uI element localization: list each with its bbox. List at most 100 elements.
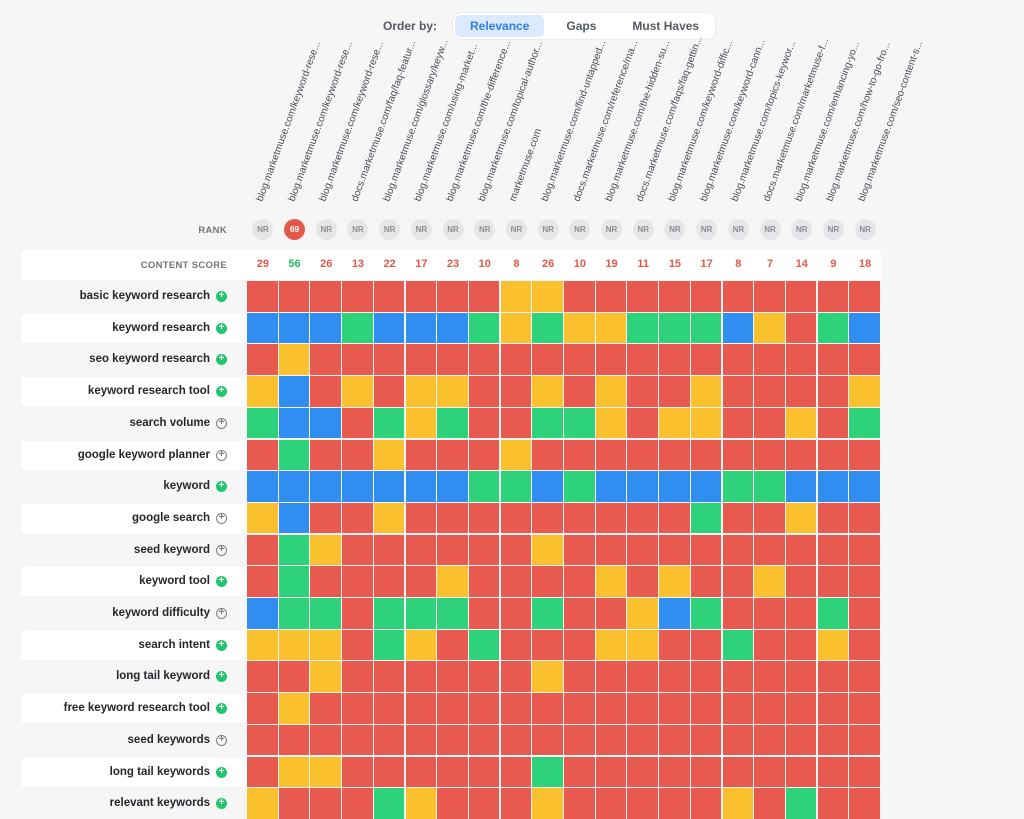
topic-coverage-cell[interactable] (532, 756, 563, 787)
topic-coverage-cell[interactable] (722, 502, 753, 534)
topic-coverage-cell[interactable] (437, 312, 468, 344)
topic-coverage-cell[interactable] (437, 407, 468, 439)
topic-coverage-cell[interactable] (342, 693, 373, 724)
topic-coverage-cell[interactable] (342, 788, 373, 819)
add-circle-outline-icon[interactable]: + (216, 449, 227, 461)
topic-coverage-cell[interactable] (373, 471, 405, 502)
topic-coverage-cell[interactable] (500, 661, 532, 692)
add-circle-outline-icon[interactable]: + (216, 734, 227, 746)
topic-coverage-cell[interactable] (532, 281, 563, 312)
topic-coverage-cell[interactable] (437, 376, 468, 407)
topic-coverage-cell[interactable] (500, 693, 532, 724)
topic-coverage-cell[interactable] (278, 407, 310, 439)
topic-coverage-cell[interactable] (849, 471, 880, 502)
topic-coverage-cell[interactable] (722, 281, 753, 312)
topic-coverage-cell[interactable] (564, 788, 595, 819)
topic-coverage-cell[interactable] (722, 566, 753, 597)
topic-coverage-cell[interactable] (500, 312, 532, 344)
topic-coverage-cell[interactable] (564, 281, 595, 312)
topic-coverage-cell[interactable] (627, 629, 658, 661)
topic-coverage-cell[interactable] (342, 566, 373, 597)
topic-coverage-cell[interactable] (468, 693, 500, 724)
topic-coverage-cell[interactable] (690, 407, 722, 439)
order-must-haves-button[interactable]: Must Haves (632, 19, 700, 33)
topic-coverage-cell[interactable] (754, 502, 785, 534)
topic-coverage-cell[interactable] (564, 471, 595, 502)
topic-coverage-cell[interactable] (817, 788, 849, 819)
topic-coverage-cell[interactable] (785, 344, 817, 375)
add-circle-filled-icon[interactable]: + (216, 576, 227, 588)
topic-coverage-cell[interactable] (564, 407, 595, 439)
topic-coverage-cell[interactable] (405, 788, 436, 819)
topic-coverage-cell[interactable] (849, 629, 880, 661)
topic-coverage-cell[interactable] (754, 439, 785, 470)
topic-coverage-cell[interactable] (500, 724, 532, 756)
topic-coverage-cell[interactable] (849, 439, 880, 470)
topic-coverage-cell[interactable] (310, 629, 341, 661)
topic-coverage-cell[interactable] (785, 312, 817, 344)
topic-coverage-cell[interactable] (310, 788, 341, 819)
topic-coverage-cell[interactable] (627, 471, 658, 502)
topic-coverage-cell[interactable] (278, 566, 310, 597)
topic-coverage-cell[interactable] (468, 598, 500, 629)
topic-coverage-cell[interactable] (468, 566, 500, 597)
topic-coverage-cell[interactable] (373, 534, 405, 566)
topic-coverage-cell[interactable] (373, 376, 405, 407)
topic-coverage-cell[interactable] (595, 502, 627, 534)
topic-coverage-cell[interactable] (817, 661, 849, 692)
topic-coverage-cell[interactable] (310, 598, 341, 629)
topic-coverage-cell[interactable] (278, 598, 310, 629)
topic-coverage-cell[interactable] (342, 598, 373, 629)
topic-coverage-cell[interactable] (532, 502, 563, 534)
topic-coverage-cell[interactable] (785, 724, 817, 756)
topic-coverage-cell[interactable] (532, 724, 563, 756)
topic-coverage-cell[interactable] (373, 502, 405, 534)
topic-coverage-cell[interactable] (722, 629, 753, 661)
topic-coverage-cell[interactable] (500, 756, 532, 787)
topic-coverage-cell[interactable] (310, 724, 341, 756)
topic-coverage-cell[interactable] (754, 724, 785, 756)
topic-coverage-cell[interactable] (468, 788, 500, 819)
topic-coverage-cell[interactable] (595, 312, 627, 344)
topic-coverage-cell[interactable] (785, 439, 817, 470)
topic-coverage-cell[interactable] (595, 724, 627, 756)
topic-coverage-cell[interactable] (342, 376, 373, 407)
topic-coverage-cell[interactable] (659, 566, 690, 597)
topic-coverage-cell[interactable] (278, 471, 310, 502)
add-circle-filled-icon[interactable]: + (216, 322, 227, 334)
topic-coverage-cell[interactable] (595, 344, 627, 375)
topic-coverage-cell[interactable] (278, 693, 310, 724)
add-circle-filled-icon[interactable]: + (216, 386, 227, 398)
topic-coverage-cell[interactable] (659, 693, 690, 724)
topic-coverage-cell[interactable] (278, 281, 310, 312)
topic-coverage-cell[interactable] (437, 502, 468, 534)
topic-coverage-cell[interactable] (722, 598, 753, 629)
topic-coverage-cell[interactable] (690, 281, 722, 312)
topic-coverage-cell[interactable] (437, 661, 468, 692)
topic-coverage-cell[interactable] (532, 693, 563, 724)
topic-coverage-cell[interactable] (785, 661, 817, 692)
topic-coverage-cell[interactable] (754, 281, 785, 312)
add-circle-filled-icon[interactable]: + (216, 798, 227, 810)
topic-coverage-cell[interactable] (405, 629, 436, 661)
topic-coverage-cell[interactable] (278, 661, 310, 692)
topic-coverage-cell[interactable] (754, 376, 785, 407)
topic-coverage-cell[interactable] (754, 693, 785, 724)
topic-coverage-cell[interactable] (247, 756, 278, 787)
topic-coverage-cell[interactable] (690, 693, 722, 724)
topic-coverage-cell[interactable] (532, 629, 563, 661)
topic-coverage-cell[interactable] (373, 312, 405, 344)
topic-coverage-cell[interactable] (627, 566, 658, 597)
topic-coverage-cell[interactable] (564, 724, 595, 756)
topic-coverage-cell[interactable] (595, 598, 627, 629)
topic-coverage-cell[interactable] (310, 439, 341, 470)
topic-coverage-cell[interactable] (785, 502, 817, 534)
topic-coverage-cell[interactable] (532, 407, 563, 439)
topic-coverage-cell[interactable] (532, 344, 563, 375)
topic-coverage-cell[interactable] (722, 439, 753, 470)
add-circle-filled-icon[interactable]: + (216, 703, 227, 715)
topic-coverage-cell[interactable] (342, 344, 373, 375)
topic-coverage-cell[interactable] (690, 344, 722, 375)
topic-coverage-cell[interactable] (532, 376, 563, 407)
topic-coverage-cell[interactable] (627, 598, 658, 629)
